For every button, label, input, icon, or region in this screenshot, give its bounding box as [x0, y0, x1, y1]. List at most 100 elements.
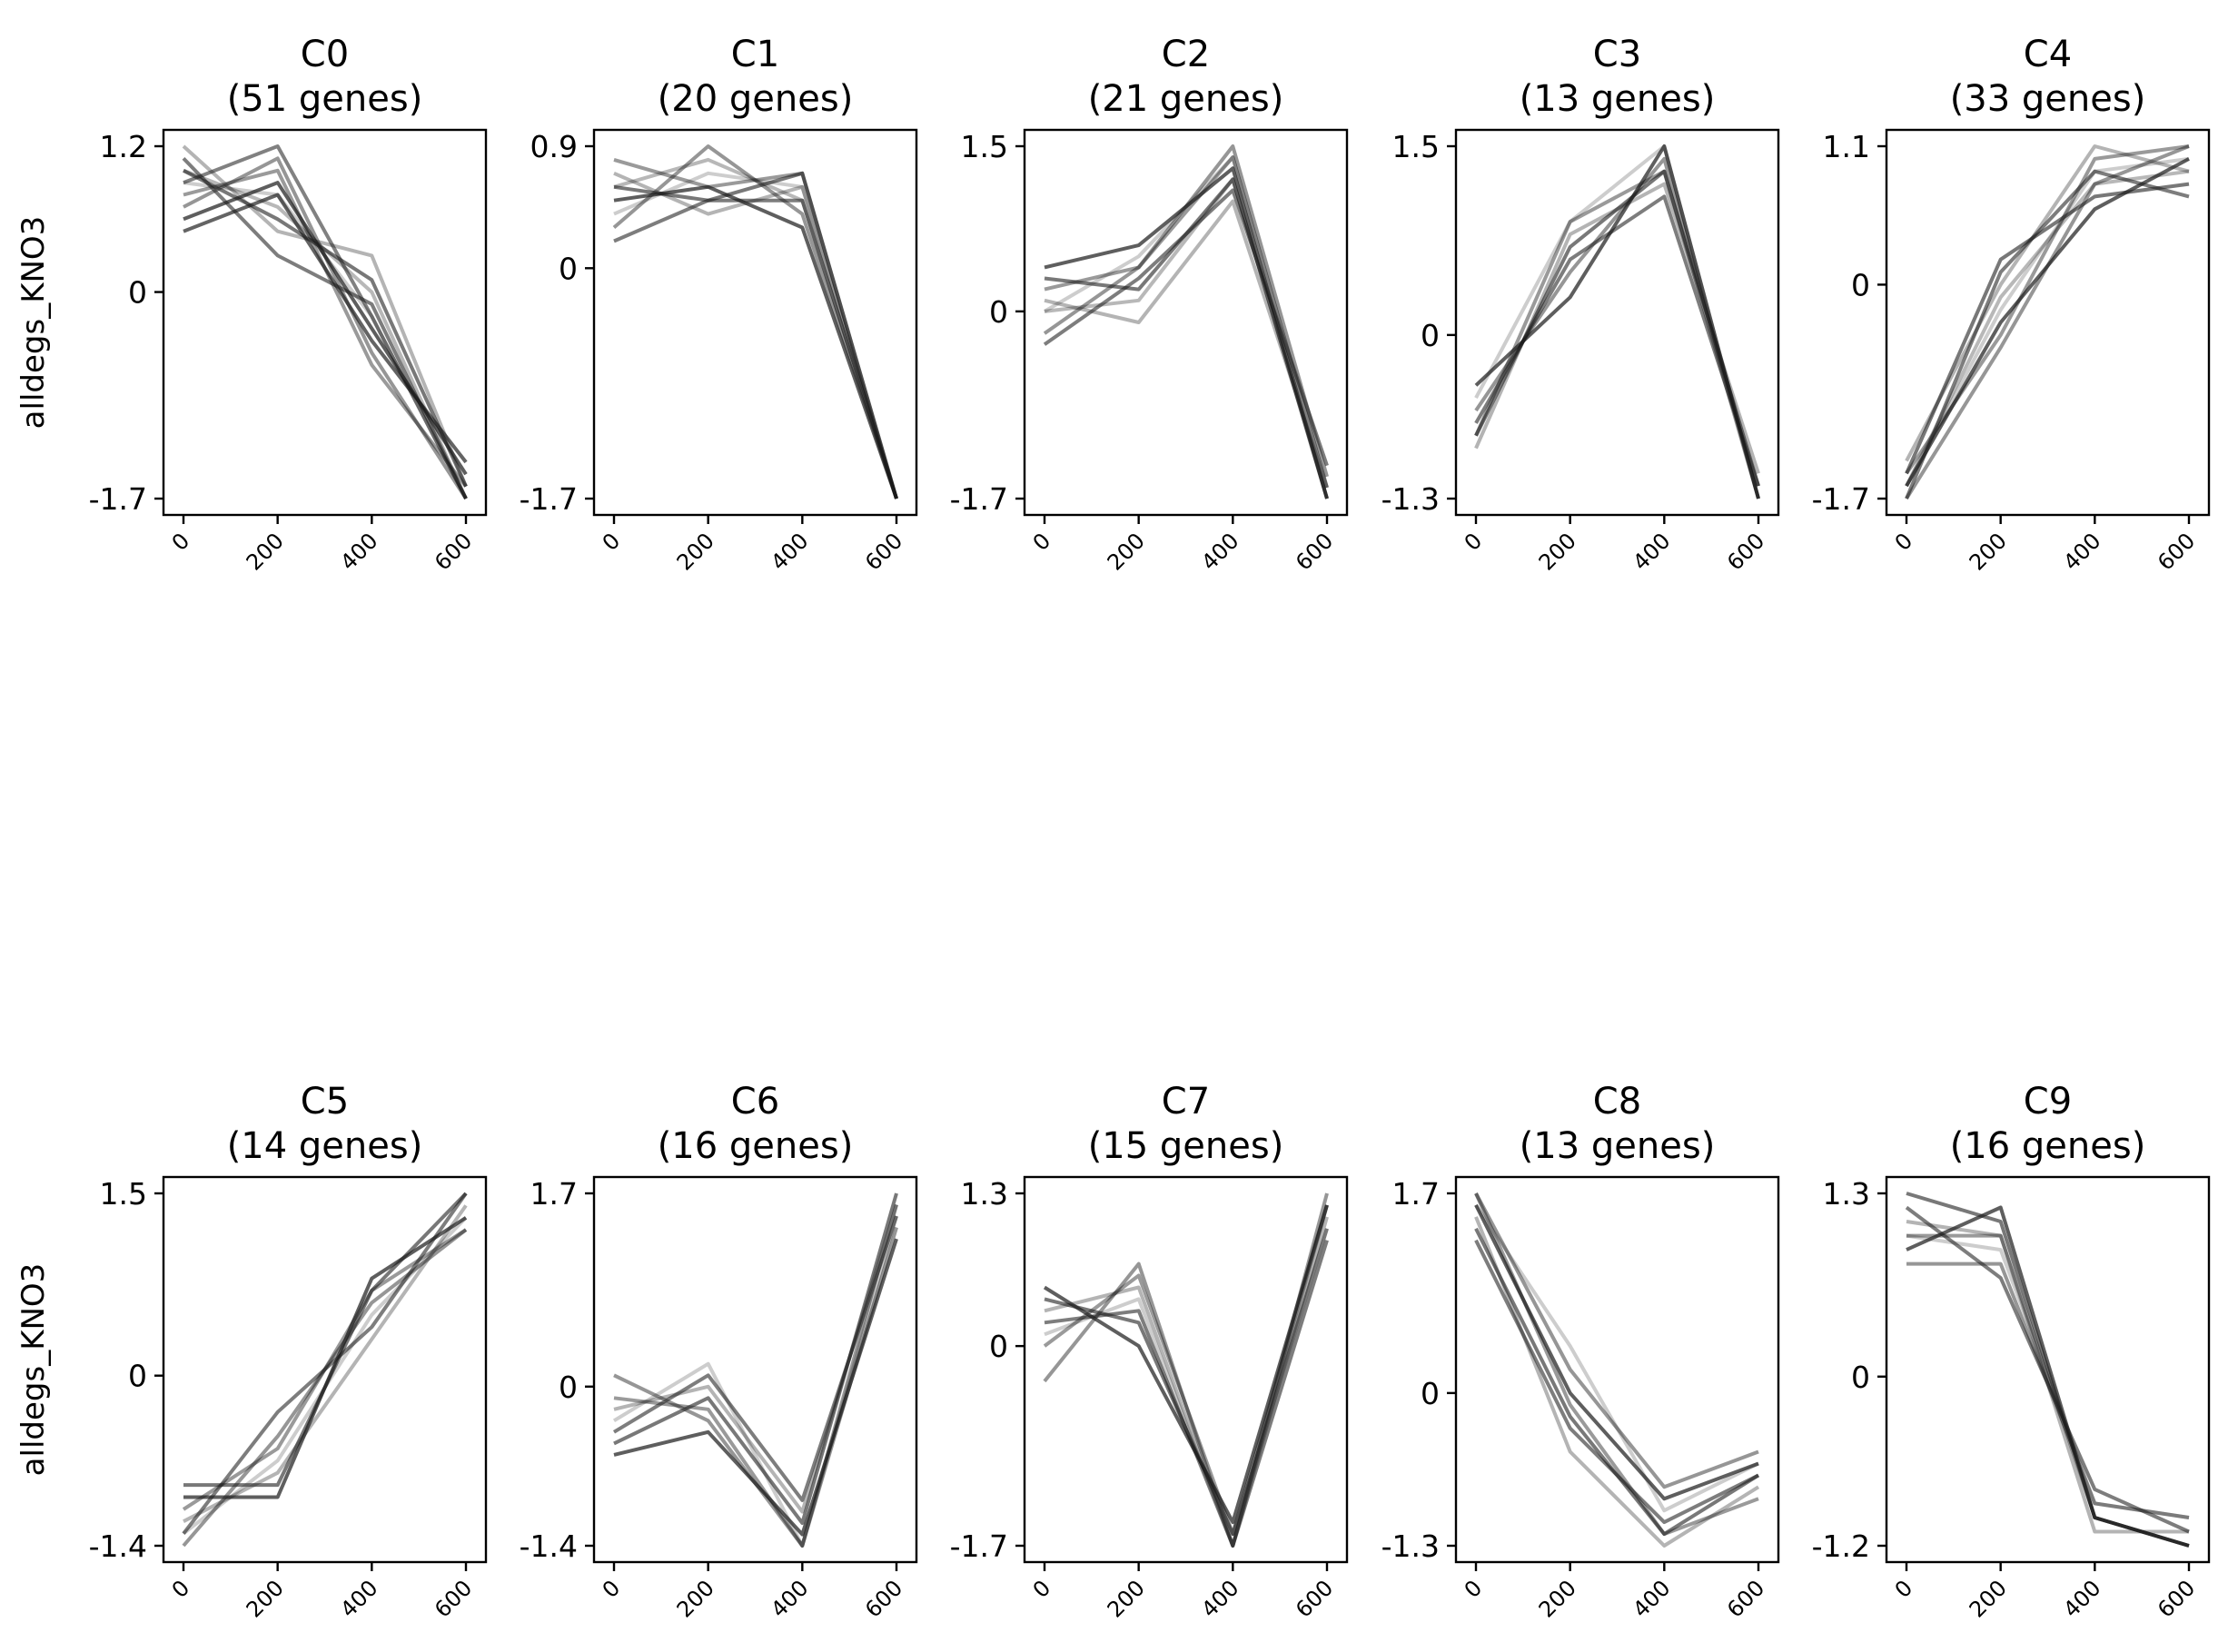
x-tick-label: 0 [1028, 528, 1056, 556]
series-line-gene-1 [1474, 144, 1760, 500]
panel-C3: C3(13 genes) 1.5 0 -1.3 0 200 400 600 [1381, 34, 1780, 576]
series-line-gene-6 [1044, 1240, 1329, 1548]
x-tick-label: 400 [1628, 1575, 1675, 1622]
y-tick-label: 0 [128, 1359, 147, 1394]
series-line-gene-3 [1906, 1261, 2190, 1519]
y-tick-label: 0.9 [530, 129, 578, 164]
x-tick-label: 200 [1965, 1575, 2012, 1622]
axes-frame [162, 1175, 488, 1564]
panel-C9: C9(16 genes) 1.3 0 -1.2 0 200 400 600 [1812, 1081, 2211, 1623]
x-tick-label: 200 [1965, 528, 2012, 575]
panel-subtitle: (13 genes) [1520, 78, 1716, 120]
series-line-gene-6 [182, 1192, 468, 1535]
x-tick-label: 0 [598, 1575, 626, 1603]
series-line-gene-1 [1905, 156, 2190, 488]
series-line-gene-2 [183, 1192, 468, 1488]
x-tick-label: 0 [1460, 1575, 1488, 1603]
panel-C1: C1(20 genes) 0.9 0 -1.7 0 200 400 600 [520, 34, 918, 576]
y-tick-label: 0 [559, 1370, 578, 1405]
series-line-gene-7 [1906, 1233, 2190, 1548]
panel-title: C7 [1162, 1081, 1210, 1123]
x-tick-label: 400 [766, 1575, 813, 1622]
y-tick-label: 0 [989, 1329, 1008, 1364]
series-line-gene-3 [183, 156, 468, 500]
x-tick-label: 400 [1196, 528, 1243, 575]
panel-title: C1 [731, 34, 779, 75]
series-line-gene-5 [1474, 1204, 1759, 1501]
panel-title: C9 [2024, 1081, 2072, 1123]
series-line-gene-7 [613, 157, 898, 500]
panel-C7: C7(15 genes) 1.3 0 -1.7 0 200 400 600 [950, 1081, 1349, 1623]
series-line-gene-6 [1043, 188, 1329, 467]
series-line-gene-4 [182, 144, 468, 488]
series-line-gene-8 [183, 168, 468, 500]
series-line-gene-7 [613, 1203, 898, 1548]
y-axis-label: alldegs_KNO3 [15, 216, 52, 430]
series-line-gene-5 [613, 184, 898, 500]
y-tick-label: 1.2 [100, 129, 147, 164]
x-tick-label: 0 [1890, 1575, 1918, 1603]
panel-C8: C8(13 genes) 1.7 0 -1.3 0 200 400 600 [1381, 1081, 1780, 1623]
series-line-gene-1 [612, 1215, 898, 1548]
series-line-gene-6 [182, 157, 468, 500]
series-line-gene-5 [183, 1216, 468, 1499]
y-tick-label: 0 [989, 294, 1008, 330]
panel-subtitle: (51 genes) [227, 78, 423, 120]
x-tick-label: 400 [335, 1575, 382, 1622]
axes-frame [162, 128, 488, 517]
y-tick-label: 0 [128, 275, 147, 311]
x-tick-label: 200 [672, 1575, 719, 1622]
panel-C4: C4(33 genes) 1.1 0 -1.7 0 200 400 600 [1812, 34, 2211, 576]
y-tick-label: -1.4 [520, 1528, 578, 1564]
x-tick-label: 600 [1722, 528, 1769, 575]
axes-frame [1023, 128, 1349, 517]
series-line-gene-6 [1474, 194, 1760, 487]
y-tick-label: 0 [1421, 318, 1440, 353]
x-tick-label: 200 [242, 528, 289, 575]
series-line-gene-7 [182, 1228, 468, 1511]
x-tick-label: 400 [766, 528, 813, 575]
y-tick-label: -1.2 [1812, 1528, 1870, 1564]
series-line-gene-7 [183, 168, 468, 488]
x-tick-label: 0 [167, 528, 195, 556]
axes-frame [1885, 128, 2211, 517]
panel-subtitle: (16 genes) [1950, 1125, 2146, 1167]
y-tick-label: 0 [1851, 1360, 1870, 1395]
panel-title: C5 [301, 1081, 349, 1123]
series-line-gene-8 [1044, 177, 1329, 500]
series-line-gene-5 [613, 1238, 898, 1537]
y-tick-label: 0 [1421, 1376, 1440, 1411]
series-line-gene-5 [1905, 157, 2190, 488]
axes-frame [1023, 1175, 1349, 1564]
panel-C0: C0(51 genes) 1.2 0 -1.7 0 200 400 600 alldegs_KN… [15, 34, 488, 576]
y-tick-label: -1.7 [89, 481, 147, 517]
x-tick-label: 400 [335, 528, 382, 575]
panel-C5: C5(14 genes) 1.5 0 -1.4 0 200 400 600 alldegs_KN… [15, 1081, 488, 1623]
x-tick-label: 400 [1628, 528, 1675, 575]
series-line-gene-9 [183, 193, 468, 464]
y-tick-label: 0 [1851, 267, 1870, 302]
x-tick-label: 600 [2153, 528, 2200, 575]
series-line-gene-6 [1905, 1205, 2190, 1534]
series-line-gene-6 [1474, 1239, 1759, 1525]
series-line-gene-10 [183, 144, 468, 500]
series-line-gene-2 [1905, 182, 2190, 475]
panel-subtitle: (14 genes) [227, 1125, 423, 1167]
series-line-gene-3 [1905, 144, 2190, 500]
panel-title: C2 [1162, 34, 1210, 75]
y-tick-label: 1.5 [100, 1176, 147, 1212]
x-tick-label: 600 [860, 1575, 907, 1622]
x-tick-label: 400 [2058, 1575, 2105, 1622]
series-line-gene-2 [183, 169, 468, 488]
axes-frame [592, 128, 918, 517]
series-line-gene-3 [612, 144, 898, 500]
x-tick-label: 600 [1722, 1575, 1769, 1622]
y-tick-label: 1.3 [961, 1176, 1008, 1212]
series-line-gene-7 [1043, 1204, 1329, 1537]
x-tick-label: 600 [430, 528, 477, 575]
x-tick-label: 400 [1196, 1575, 1243, 1622]
x-tick-label: 600 [1291, 528, 1338, 575]
axes-frame [1454, 128, 1780, 517]
series-line-gene-2 [1906, 1192, 2190, 1548]
